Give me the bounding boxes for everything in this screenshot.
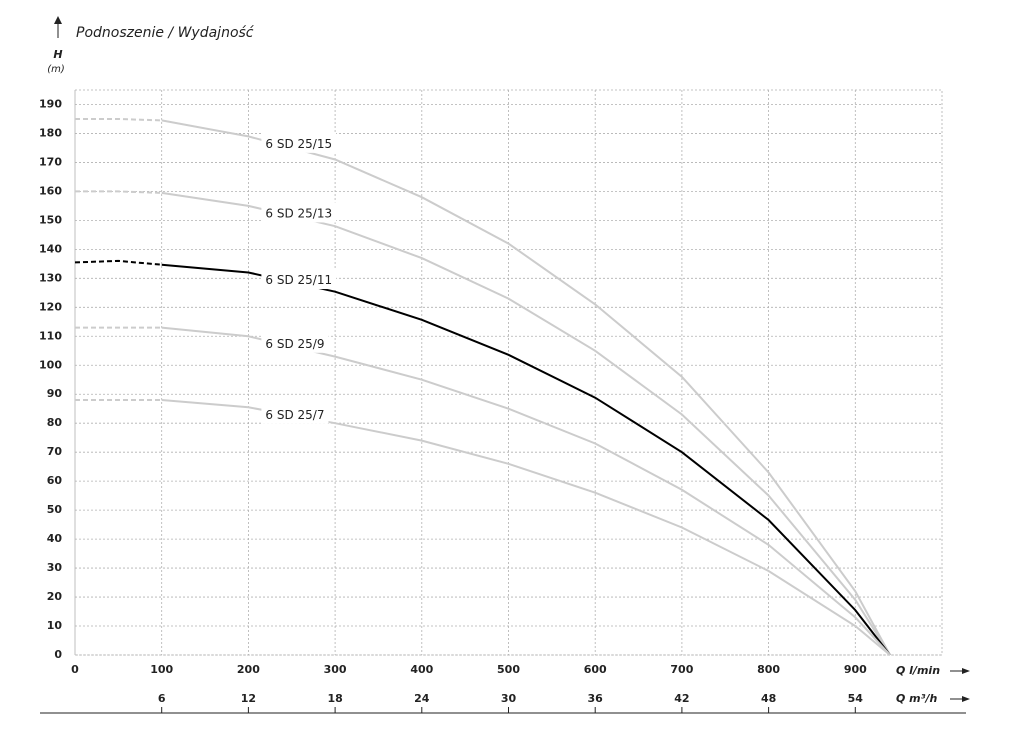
x-tick-label: 400 bbox=[410, 663, 433, 676]
x2-tick-label: 30 bbox=[501, 692, 517, 705]
series-label-bg bbox=[261, 269, 337, 290]
series-label: 6 SD 25/11 bbox=[265, 273, 332, 287]
y-axis-unit: (m) bbox=[47, 64, 65, 75]
curve bbox=[161, 191, 891, 656]
x-tick-label: 900 bbox=[844, 663, 867, 676]
x-tick-label: 300 bbox=[324, 663, 347, 676]
x-tick-label: 500 bbox=[497, 663, 520, 676]
y-tick-label: 140 bbox=[39, 242, 62, 255]
y-tick-label: 60 bbox=[47, 474, 63, 487]
y-tick-label: 20 bbox=[47, 590, 63, 603]
x2-tick-label: 48 bbox=[761, 692, 776, 705]
y-axis-label: H bbox=[53, 48, 62, 61]
x-tick-label: 700 bbox=[670, 663, 693, 676]
series-label: 6 SD 25/13 bbox=[265, 206, 332, 220]
y-tick-label: 10 bbox=[47, 619, 63, 632]
y-tick-label: 120 bbox=[39, 300, 62, 313]
series-label-bg bbox=[261, 132, 337, 153]
x2-tick-label: 54 bbox=[848, 692, 864, 705]
x-tick-label: 600 bbox=[584, 663, 607, 676]
curve-dashed bbox=[75, 118, 162, 122]
y-tick-label: 50 bbox=[47, 503, 63, 516]
x2-tick-label: 12 bbox=[241, 692, 256, 705]
x-axis-label: Q l/min bbox=[896, 664, 940, 677]
x2-tick-label: 36 bbox=[588, 692, 604, 705]
curve-dashed bbox=[74, 259, 162, 266]
y-tick-label: 190 bbox=[39, 97, 62, 110]
series-label-bg bbox=[261, 403, 329, 424]
x-tick-label: 100 bbox=[150, 663, 173, 676]
curve bbox=[161, 263, 891, 656]
x-tick-label: 0 bbox=[71, 663, 79, 676]
curve bbox=[161, 119, 891, 656]
y-tick-label: 160 bbox=[39, 184, 62, 197]
y-tick-label: 90 bbox=[47, 387, 63, 400]
chart-title: Podnoszenie / Wydajność bbox=[76, 25, 255, 41]
series-label: 6 SD 25/15 bbox=[265, 137, 332, 151]
series-label-bg bbox=[261, 332, 329, 353]
y-tick-label: 80 bbox=[47, 416, 63, 429]
x2-arrow-head bbox=[962, 696, 970, 702]
x2-tick-label: 24 bbox=[414, 692, 430, 705]
y-arrow-head bbox=[54, 16, 62, 24]
y-tick-label: 100 bbox=[39, 358, 62, 371]
x-tick-label: 800 bbox=[757, 663, 780, 676]
x2-axis-label: Q m³/h bbox=[896, 692, 937, 705]
y-tick-label: 170 bbox=[39, 155, 62, 168]
y-tick-label: 30 bbox=[47, 561, 63, 574]
x-tick-label: 200 bbox=[237, 663, 260, 676]
series-label: 6 SD 25/9 bbox=[265, 337, 324, 351]
y-tick-label: 180 bbox=[39, 126, 62, 139]
curve bbox=[161, 399, 891, 656]
x2-tick-label: 42 bbox=[674, 692, 689, 705]
series-label: 6 SD 25/7 bbox=[265, 408, 324, 422]
y-tick-label: 40 bbox=[47, 532, 63, 545]
curve bbox=[161, 326, 891, 656]
y-tick-label: 70 bbox=[47, 445, 63, 458]
y-tick-label: 110 bbox=[39, 329, 62, 342]
x2-tick-label: 18 bbox=[327, 692, 342, 705]
x2-tick-label: 6 bbox=[158, 692, 166, 705]
y-tick-label: 0 bbox=[54, 648, 62, 661]
x-arrow-head bbox=[962, 668, 970, 674]
curve-dashed bbox=[75, 190, 162, 194]
y-tick-label: 150 bbox=[39, 213, 62, 226]
y-tick-label: 130 bbox=[39, 271, 62, 284]
series-label-bg bbox=[261, 202, 337, 223]
